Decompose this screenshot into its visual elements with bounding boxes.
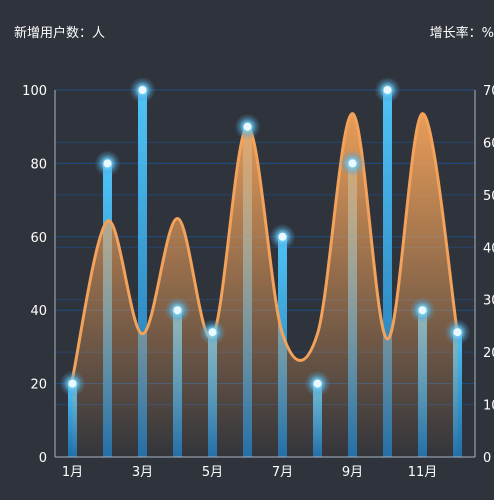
right-tick-60: 60 <box>483 136 494 151</box>
right-tick-40: 40 <box>483 241 494 256</box>
bar-top-dot-1月 <box>68 379 77 388</box>
x-tick-3月: 3月 <box>132 465 153 480</box>
right-tick-30: 30 <box>483 294 494 309</box>
bar-top-dot-5月 <box>208 328 217 337</box>
right-tick-50: 50 <box>483 189 494 204</box>
x-tick-9月: 9月 <box>342 465 363 480</box>
bar-top-dot-12月 <box>453 328 462 337</box>
axes <box>54 90 476 458</box>
left-tick-100: 100 <box>22 84 47 99</box>
left-axis-name: 新增用户数：人 <box>14 25 105 41</box>
right-tick-20: 20 <box>483 346 494 361</box>
bar-top-dot-11月 <box>418 306 427 315</box>
left-tick-0: 0 <box>39 451 47 466</box>
tick-labels: 0 20 40 60 80 100 0 10 20 30 40 50 60 70 1月 3月 5月 7月 9月 11月 <box>22 84 494 480</box>
bar-top-dot-9月 <box>348 159 357 168</box>
x-tick-11月: 11月 <box>408 465 438 480</box>
bar-top-dot-8月 <box>313 379 322 388</box>
growth-area <box>72 113 458 458</box>
bar-3月 <box>138 90 147 457</box>
bar-top-dot-10月 <box>383 86 392 94</box>
x-tick-5月: 5月 <box>202 465 223 480</box>
growth-area-fill <box>72 113 458 458</box>
left-tick-80: 80 <box>30 157 47 172</box>
x-tick-7月: 7月 <box>272 465 293 480</box>
bar-top-dot-6月 <box>243 122 252 131</box>
bar-top-dot-7月 <box>278 232 287 241</box>
right-tick-70: 70 <box>483 84 494 99</box>
growth-line-series <box>71 112 459 380</box>
bar-glow-markers <box>59 77 471 397</box>
bar-10月 <box>383 90 392 457</box>
bar-top-dot-2月 <box>103 159 112 168</box>
left-tick-20: 20 <box>30 378 47 393</box>
left-tick-40: 40 <box>30 304 47 319</box>
x-tick-1月: 1月 <box>62 465 83 480</box>
right-tick-10: 10 <box>483 399 494 414</box>
growth-line <box>71 112 459 380</box>
left-tick-60: 60 <box>30 231 47 246</box>
bar-top-dot-3月 <box>138 86 147 94</box>
right-axis-name: 增长率：% <box>430 25 494 41</box>
right-tick-0: 0 <box>483 451 491 466</box>
bar-top-dot-4月 <box>173 306 182 315</box>
